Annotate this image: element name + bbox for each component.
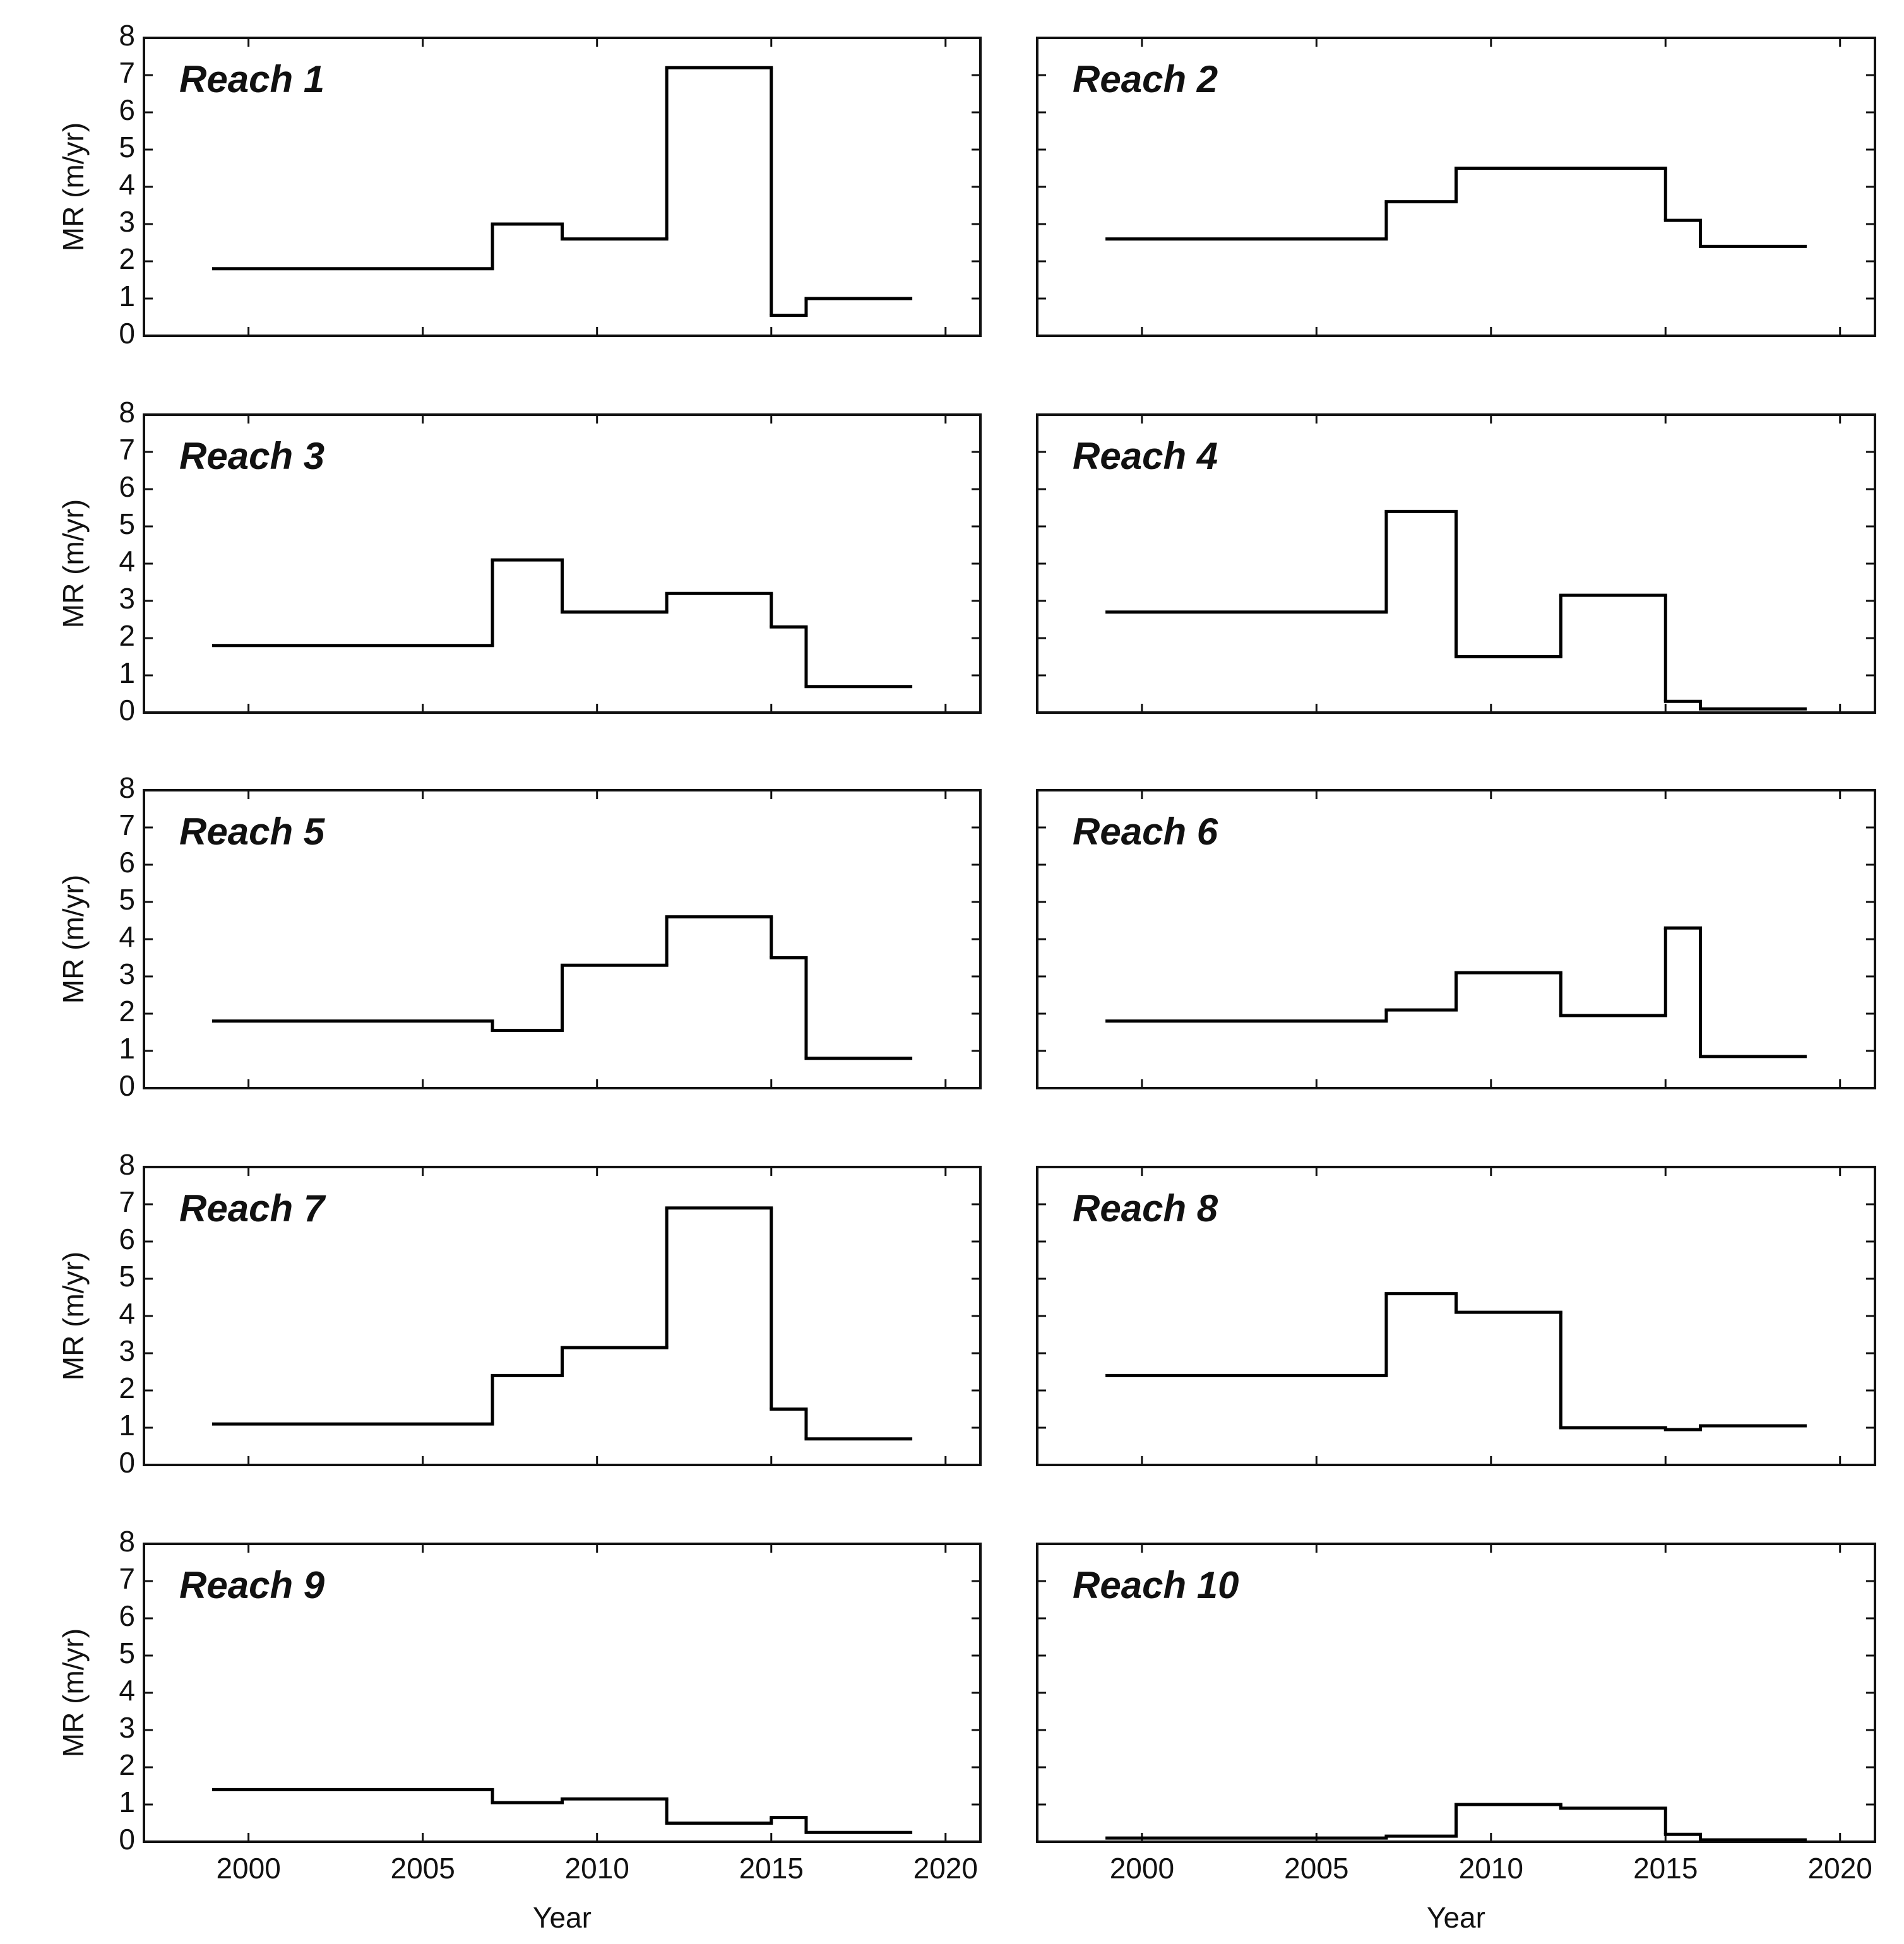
y-tick-label: 4 bbox=[119, 1297, 135, 1330]
y-axis-label: MR (m/yr) bbox=[57, 1252, 90, 1380]
panel-title: Reach 2 bbox=[1073, 58, 1218, 100]
y-tick-label: 7 bbox=[119, 1185, 135, 1218]
y-tick-label: 3 bbox=[119, 582, 135, 615]
y-tick-label: 7 bbox=[119, 1562, 135, 1595]
y-tick-label: 1 bbox=[119, 656, 135, 689]
y-tick-label: 4 bbox=[119, 168, 135, 201]
x-tick-label: 2020 bbox=[1808, 1852, 1872, 1885]
x-tick-label: 2015 bbox=[1633, 1852, 1698, 1885]
y-tick-label: 1 bbox=[119, 1786, 135, 1818]
y-axis-label: MR (m/yr) bbox=[57, 875, 90, 1004]
x-tick-label: 2020 bbox=[913, 1852, 978, 1885]
panel-title: Reach 6 bbox=[1073, 810, 1218, 853]
x-tick-label: 2005 bbox=[390, 1852, 455, 1885]
x-axis-label: Year bbox=[1427, 1901, 1485, 1934]
y-tick-label: 8 bbox=[119, 1525, 135, 1558]
y-tick-label: 2 bbox=[119, 995, 135, 1028]
y-tick-label: 6 bbox=[119, 1599, 135, 1632]
x-axis-label: Year bbox=[533, 1901, 592, 1934]
y-tick-label: 6 bbox=[119, 1223, 135, 1255]
y-tick-label: 2 bbox=[119, 242, 135, 275]
y-tick-label: 1 bbox=[119, 1409, 135, 1442]
y-axis-label: MR (m/yr) bbox=[57, 1628, 90, 1757]
panel-title: Reach 9 bbox=[179, 1564, 325, 1606]
y-tick-label: 2 bbox=[119, 1372, 135, 1404]
panel-title: Reach 4 bbox=[1073, 435, 1218, 477]
panel-title: Reach 1 bbox=[179, 58, 324, 100]
y-tick-label: 6 bbox=[119, 846, 135, 879]
y-tick-label: 0 bbox=[119, 1823, 135, 1856]
y-tick-label: 6 bbox=[119, 93, 135, 126]
y-tick-label: 4 bbox=[119, 545, 135, 578]
y-tick-label: 1 bbox=[119, 1032, 135, 1065]
x-tick-label: 2010 bbox=[1459, 1852, 1523, 1885]
y-tick-label: 4 bbox=[119, 920, 135, 953]
y-tick-label: 0 bbox=[119, 694, 135, 726]
y-tick-label: 3 bbox=[119, 205, 135, 238]
x-tick-label: 2005 bbox=[1284, 1852, 1348, 1885]
y-tick-label: 8 bbox=[119, 1148, 135, 1181]
y-tick-label: 8 bbox=[119, 396, 135, 429]
panel-title: Reach 7 bbox=[179, 1187, 326, 1230]
y-tick-label: 3 bbox=[119, 1711, 135, 1744]
y-tick-label: 8 bbox=[119, 771, 135, 804]
y-tick-label: 5 bbox=[119, 131, 135, 163]
y-tick-label: 1 bbox=[119, 280, 135, 312]
y-tick-label: 2 bbox=[119, 1748, 135, 1781]
y-tick-label: 7 bbox=[119, 433, 135, 466]
y-tick-label: 5 bbox=[119, 1260, 135, 1293]
y-tick-label: 5 bbox=[119, 1637, 135, 1669]
panel-title: Reach 8 bbox=[1073, 1187, 1218, 1230]
y-tick-label: 0 bbox=[119, 1069, 135, 1102]
x-tick-label: 2000 bbox=[1110, 1852, 1174, 1885]
y-tick-label: 5 bbox=[119, 507, 135, 540]
y-tick-label: 3 bbox=[119, 1334, 135, 1367]
y-axis-label: MR (m/yr) bbox=[57, 122, 90, 251]
y-tick-label: 0 bbox=[119, 1446, 135, 1479]
x-tick-label: 2000 bbox=[216, 1852, 280, 1885]
y-tick-label: 5 bbox=[119, 883, 135, 916]
panel-title: Reach 10 bbox=[1073, 1564, 1239, 1606]
panel-title: Reach 5 bbox=[179, 810, 326, 853]
y-tick-label: 8 bbox=[119, 19, 135, 52]
y-tick-label: 2 bbox=[119, 619, 135, 652]
y-tick-label: 4 bbox=[119, 1674, 135, 1707]
y-tick-label: 7 bbox=[119, 809, 135, 841]
y-axis-label: MR (m/yr) bbox=[57, 499, 90, 628]
y-tick-label: 7 bbox=[119, 56, 135, 89]
x-tick-label: 2015 bbox=[739, 1852, 804, 1885]
y-tick-label: 6 bbox=[119, 470, 135, 503]
panel-title: Reach 3 bbox=[179, 435, 324, 477]
y-tick-label: 3 bbox=[119, 957, 135, 990]
x-tick-label: 2010 bbox=[565, 1852, 629, 1885]
y-tick-label: 0 bbox=[119, 317, 135, 350]
